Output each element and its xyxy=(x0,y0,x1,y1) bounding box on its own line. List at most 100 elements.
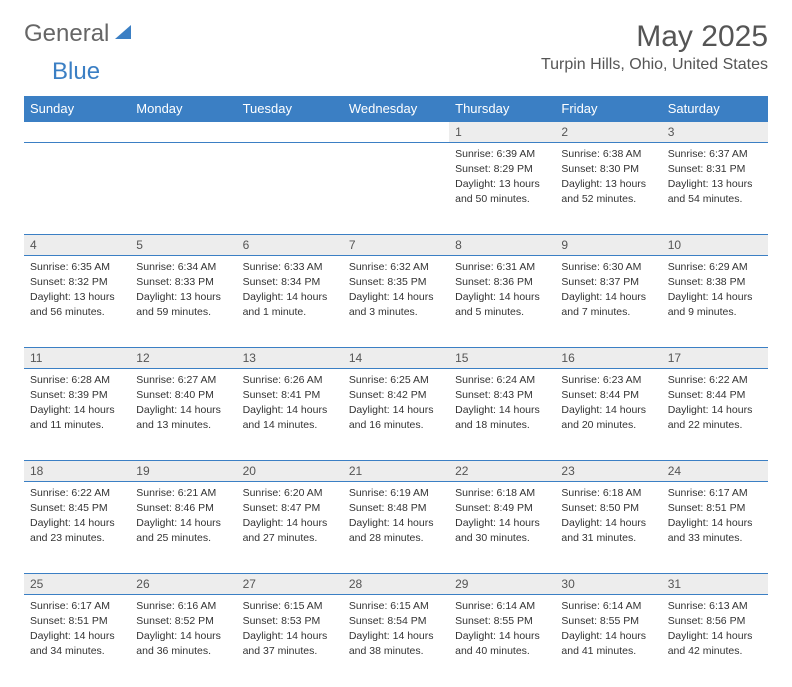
sunset-line: Sunset: 8:47 PM xyxy=(243,501,337,515)
day-number-row: 11121314151617 xyxy=(24,348,768,369)
calendar-table: SundayMondayTuesdayWednesdayThursdayFrid… xyxy=(24,96,768,687)
day-number: 12 xyxy=(130,348,236,369)
sunset-line: Sunset: 8:40 PM xyxy=(136,388,230,402)
day-cell: Sunrise: 6:14 AMSunset: 8:55 PMDaylight:… xyxy=(449,595,555,687)
day-cell: Sunrise: 6:15 AMSunset: 8:53 PMDaylight:… xyxy=(237,595,343,687)
day-cell: Sunrise: 6:22 AMSunset: 8:44 PMDaylight:… xyxy=(662,369,768,461)
sunset-line: Sunset: 8:31 PM xyxy=(668,162,762,176)
sunrise-line: Sunrise: 6:27 AM xyxy=(136,373,230,387)
day-cell: Sunrise: 6:38 AMSunset: 8:30 PMDaylight:… xyxy=(555,143,661,235)
day-cell: Sunrise: 6:32 AMSunset: 8:35 PMDaylight:… xyxy=(343,256,449,348)
sunset-line: Sunset: 8:43 PM xyxy=(455,388,549,402)
day-cell: Sunrise: 6:19 AMSunset: 8:48 PMDaylight:… xyxy=(343,482,449,574)
day-number: 13 xyxy=(237,348,343,369)
sunset-line: Sunset: 8:36 PM xyxy=(455,275,549,289)
day-number xyxy=(237,122,343,143)
sunrise-line: Sunrise: 6:15 AM xyxy=(243,599,337,613)
day-number: 15 xyxy=(449,348,555,369)
day-header: Tuesday xyxy=(237,96,343,122)
daylight-line: Daylight: 14 hours and 33 minutes. xyxy=(668,516,762,544)
daylight-line: Daylight: 14 hours and 30 minutes. xyxy=(455,516,549,544)
logo-sail-icon xyxy=(113,20,133,48)
daylight-line: Daylight: 14 hours and 42 minutes. xyxy=(668,629,762,657)
day-cell: Sunrise: 6:23 AMSunset: 8:44 PMDaylight:… xyxy=(555,369,661,461)
day-cell: Sunrise: 6:25 AMSunset: 8:42 PMDaylight:… xyxy=(343,369,449,461)
sunset-line: Sunset: 8:48 PM xyxy=(349,501,443,515)
day-header: Friday xyxy=(555,96,661,122)
sunset-line: Sunset: 8:55 PM xyxy=(455,614,549,628)
sunrise-line: Sunrise: 6:39 AM xyxy=(455,147,549,161)
day-number: 28 xyxy=(343,574,449,595)
day-cell: Sunrise: 6:34 AMSunset: 8:33 PMDaylight:… xyxy=(130,256,236,348)
daylight-line: Daylight: 14 hours and 1 minute. xyxy=(243,290,337,318)
daylight-line: Daylight: 14 hours and 11 minutes. xyxy=(30,403,124,431)
day-number xyxy=(130,122,236,143)
sunset-line: Sunset: 8:34 PM xyxy=(243,275,337,289)
daylight-line: Daylight: 14 hours and 20 minutes. xyxy=(561,403,655,431)
sunset-line: Sunset: 8:41 PM xyxy=(243,388,337,402)
daylight-line: Daylight: 14 hours and 25 minutes. xyxy=(136,516,230,544)
day-number: 31 xyxy=(662,574,768,595)
day-number: 14 xyxy=(343,348,449,369)
daylight-line: Daylight: 14 hours and 23 minutes. xyxy=(30,516,124,544)
day-cell xyxy=(237,143,343,235)
day-header: Wednesday xyxy=(343,96,449,122)
sunset-line: Sunset: 8:51 PM xyxy=(30,614,124,628)
week-row: Sunrise: 6:28 AMSunset: 8:39 PMDaylight:… xyxy=(24,369,768,461)
day-cell: Sunrise: 6:13 AMSunset: 8:56 PMDaylight:… xyxy=(662,595,768,687)
daylight-line: Daylight: 14 hours and 18 minutes. xyxy=(455,403,549,431)
day-header: Sunday xyxy=(24,96,130,122)
day-cell: Sunrise: 6:20 AMSunset: 8:47 PMDaylight:… xyxy=(237,482,343,574)
daylight-line: Daylight: 14 hours and 28 minutes. xyxy=(349,516,443,544)
sunset-line: Sunset: 8:39 PM xyxy=(30,388,124,402)
sunrise-line: Sunrise: 6:28 AM xyxy=(30,373,124,387)
day-cell: Sunrise: 6:39 AMSunset: 8:29 PMDaylight:… xyxy=(449,143,555,235)
day-cell: Sunrise: 6:30 AMSunset: 8:37 PMDaylight:… xyxy=(555,256,661,348)
sunrise-line: Sunrise: 6:38 AM xyxy=(561,147,655,161)
sunset-line: Sunset: 8:52 PM xyxy=(136,614,230,628)
sunset-line: Sunset: 8:46 PM xyxy=(136,501,230,515)
day-header: Thursday xyxy=(449,96,555,122)
sunset-line: Sunset: 8:32 PM xyxy=(30,275,124,289)
day-number: 10 xyxy=(662,235,768,256)
day-number: 23 xyxy=(555,461,661,482)
daylight-line: Daylight: 14 hours and 9 minutes. xyxy=(668,290,762,318)
day-cell: Sunrise: 6:16 AMSunset: 8:52 PMDaylight:… xyxy=(130,595,236,687)
day-cell: Sunrise: 6:28 AMSunset: 8:39 PMDaylight:… xyxy=(24,369,130,461)
day-cell: Sunrise: 6:29 AMSunset: 8:38 PMDaylight:… xyxy=(662,256,768,348)
sunset-line: Sunset: 8:33 PM xyxy=(136,275,230,289)
daylight-line: Daylight: 14 hours and 31 minutes. xyxy=(561,516,655,544)
day-number: 29 xyxy=(449,574,555,595)
daylight-line: Daylight: 14 hours and 37 minutes. xyxy=(243,629,337,657)
logo: General xyxy=(24,20,135,48)
daylight-line: Daylight: 14 hours and 40 minutes. xyxy=(455,629,549,657)
sunrise-line: Sunrise: 6:18 AM xyxy=(561,486,655,500)
sunrise-line: Sunrise: 6:32 AM xyxy=(349,260,443,274)
week-row: Sunrise: 6:35 AMSunset: 8:32 PM Daylight:… xyxy=(24,256,768,348)
day-number: 27 xyxy=(237,574,343,595)
day-number-row: 18192021222324 xyxy=(24,461,768,482)
sunrise-line: Sunrise: 6:29 AM xyxy=(668,260,762,274)
sunset-line: Sunset: 8:44 PM xyxy=(561,388,655,402)
day-cell: Sunrise: 6:17 AMSunset: 8:51 PMDaylight:… xyxy=(24,595,130,687)
day-cell: Sunrise: 6:17 AMSunset: 8:51 PMDaylight:… xyxy=(662,482,768,574)
day-number: 20 xyxy=(237,461,343,482)
location: Turpin Hills, Ohio, United States xyxy=(541,56,768,74)
logo-text-blue: Blue xyxy=(52,58,100,85)
day-number-row: 45678910 xyxy=(24,235,768,256)
sunrise-line: Sunrise: 6:14 AM xyxy=(561,599,655,613)
daylight-line: Daylight: 14 hours and 13 minutes. xyxy=(136,403,230,431)
day-number: 16 xyxy=(555,348,661,369)
sunrise-line: Sunrise: 6:17 AM xyxy=(668,486,762,500)
day-cell: Sunrise: 6:14 AMSunset: 8:55 PMDaylight:… xyxy=(555,595,661,687)
sunrise-line: Sunrise: 6:31 AM xyxy=(455,260,549,274)
day-cell: Sunrise: 6:24 AMSunset: 8:43 PMDaylight:… xyxy=(449,369,555,461)
day-cell: Sunrise: 6:22 AMSunset: 8:45 PMDaylight:… xyxy=(24,482,130,574)
day-number-row: 123 xyxy=(24,122,768,143)
sunrise-line: Sunrise: 6:35 AM xyxy=(30,260,124,274)
week-row: Sunrise: 6:17 AMSunset: 8:51 PMDaylight:… xyxy=(24,595,768,687)
day-header: Saturday xyxy=(662,96,768,122)
day-header-row: SundayMondayTuesdayWednesdayThursdayFrid… xyxy=(24,96,768,122)
week-row: Sunrise: 6:22 AMSunset: 8:45 PMDaylight:… xyxy=(24,482,768,574)
sunset-line: Sunset: 8:54 PM xyxy=(349,614,443,628)
